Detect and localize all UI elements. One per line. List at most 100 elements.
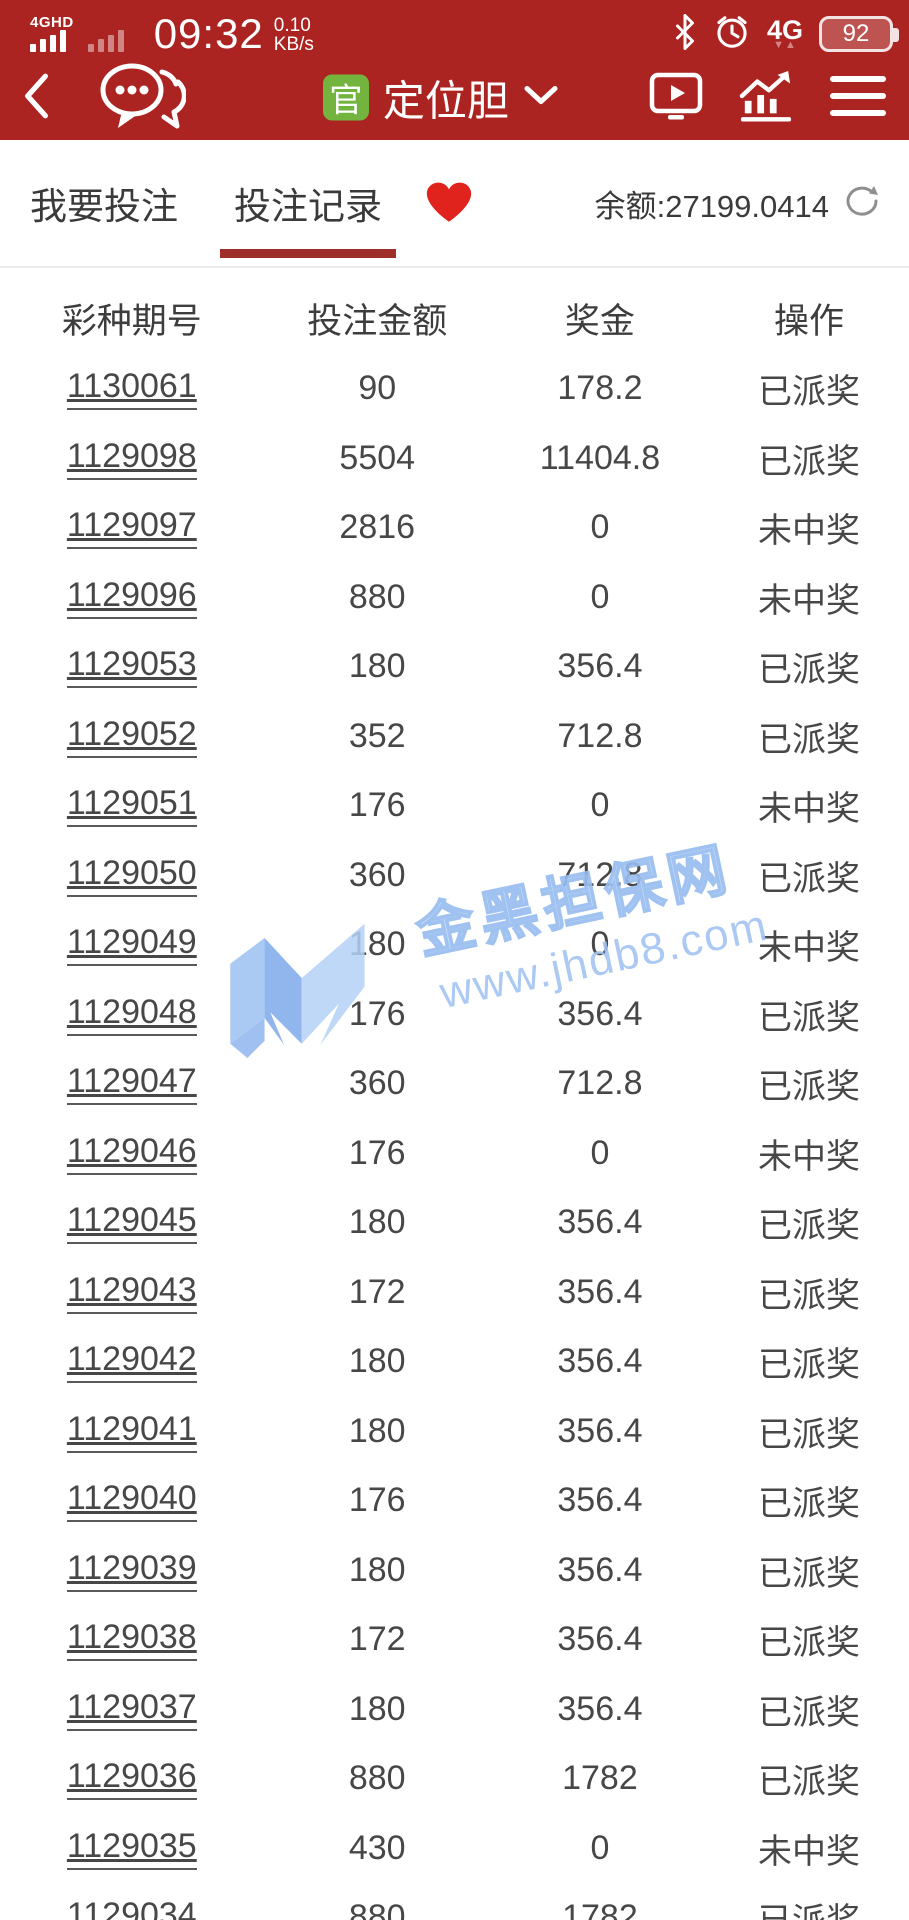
status-text: 已派奖	[758, 1693, 860, 1732]
issue-number-link[interactable]: 1129036	[66, 1759, 197, 1801]
chat-button[interactable]	[94, 58, 186, 134]
bet-amount: 430	[348, 1828, 406, 1867]
prize-amount: 178.2	[557, 369, 643, 408]
status-text: 已派奖	[758, 442, 860, 481]
prize-amount: 0	[590, 1133, 610, 1172]
page-title: 定位胆	[382, 77, 509, 125]
tab-indicator-active	[220, 249, 396, 258]
bet-amount: 880	[348, 1759, 406, 1798]
bet-amount: 880	[348, 577, 406, 616]
status-text: 已派奖	[758, 1415, 860, 1454]
favorite-heart-icon[interactable]	[426, 182, 472, 224]
prize-amount: 0	[590, 1828, 610, 1867]
menu-button[interactable]	[829, 74, 887, 118]
prize-amount: 712.8	[557, 716, 643, 755]
table-row: 1129036 880 1782 已派奖	[0, 1744, 909, 1814]
trend-chart-button[interactable]	[737, 70, 795, 122]
signal-bars-icon	[30, 30, 66, 52]
balance-text: 余额:27199.0414	[594, 188, 829, 224]
network-speed: 0.10 KB/s	[274, 16, 314, 54]
issue-number-link[interactable]: 1129046	[66, 1133, 197, 1175]
table-row: 1129049 180 0 未中奖	[0, 910, 909, 980]
table-row: 1129047 360 712.8 已派奖	[0, 1049, 909, 1119]
issue-number-link[interactable]: 1129039	[66, 1550, 197, 1592]
issue-number-link[interactable]: 1129097	[66, 508, 197, 550]
bet-amount: 180	[348, 1550, 406, 1589]
prize-amount: 0	[590, 508, 610, 547]
bet-amount: 180	[348, 1411, 406, 1450]
issue-number-link[interactable]: 1129042	[66, 1342, 197, 1384]
bet-amount: 5504	[339, 438, 416, 477]
status-text: 未中奖	[758, 790, 860, 829]
prize-amount: 356.4	[557, 1411, 643, 1450]
issue-number-link[interactable]: 1129045	[66, 1203, 197, 1245]
tab-bar: 我要投注 投注记录 余额:27199.0414	[0, 140, 909, 268]
lottery-title-dropdown[interactable]: 官 定位胆	[322, 67, 559, 128]
table-row: 1129042 180 356.4 已派奖	[0, 1327, 909, 1397]
issue-number-link[interactable]: 1129050	[66, 855, 197, 897]
bet-amount: 180	[348, 1342, 406, 1381]
issue-number-link[interactable]: 1129047	[66, 1064, 197, 1106]
bet-amount: 176	[348, 994, 406, 1033]
chevron-down-icon	[523, 84, 559, 111]
table-row: 1129038 172 356.4 已派奖	[0, 1605, 909, 1675]
table-row: 1130061 90 178.2 已派奖	[0, 354, 909, 424]
issue-number-link[interactable]: 1129051	[66, 786, 197, 828]
prize-amount: 712.8	[557, 1064, 643, 1103]
bet-amount: 360	[348, 855, 406, 894]
video-button[interactable]	[649, 71, 703, 121]
issue-number-link[interactable]: 1129049	[66, 925, 197, 967]
status-text: 未中奖	[758, 1832, 860, 1871]
status-text: 已派奖	[758, 651, 860, 690]
table-row: 1129051 176 0 未中奖	[0, 771, 909, 841]
status-text: 未中奖	[758, 1137, 860, 1176]
tab-place-bet[interactable]: 我要投注	[26, 142, 182, 264]
signal-bars-dim-icon	[87, 30, 124, 52]
network-speed-value: 0.10	[273, 15, 311, 36]
table-row: 1129052 352 712.8 已派奖	[0, 702, 909, 772]
issue-number-link[interactable]: 1129035	[66, 1828, 197, 1870]
issue-number-link[interactable]: 1129048	[66, 994, 197, 1036]
network-type-indicator: 4G ▼▲	[767, 17, 803, 51]
network-label: 4GHD	[30, 14, 74, 31]
table-row: 1129037 180 356.4 已派奖	[0, 1675, 909, 1745]
issue-number-link[interactable]: 1129043	[66, 1272, 197, 1314]
bet-amount: 90	[358, 369, 397, 408]
column-header-prize: 奖金	[564, 301, 635, 341]
bet-amount: 2816	[339, 508, 416, 547]
issue-number-link[interactable]: 1130061	[66, 369, 197, 411]
status-text: 已派奖	[758, 1554, 860, 1593]
bet-amount: 180	[348, 925, 406, 964]
issue-number-link[interactable]: 1129041	[66, 1411, 197, 1453]
issue-number-link[interactable]: 1129040	[66, 1481, 197, 1523]
issue-number-link[interactable]: 1129038	[66, 1620, 197, 1662]
issue-number-link[interactable]: 1129052	[66, 716, 197, 758]
nav-bar-actions	[649, 70, 887, 122]
tab-bet-records[interactable]: 投注记录	[220, 142, 396, 264]
battery-nub	[893, 28, 899, 42]
back-button[interactable]	[18, 70, 54, 122]
issue-number-link[interactable]: 1129053	[66, 647, 197, 689]
table-row: 1129034 880 1782 已派奖	[0, 1883, 909, 1920]
status-text: 已派奖	[758, 859, 860, 898]
issue-number-link[interactable]: 1129037	[66, 1689, 197, 1731]
refresh-balance-button[interactable]	[841, 182, 881, 225]
status-text: 已派奖	[758, 720, 860, 759]
status-text: 已派奖	[758, 1346, 860, 1385]
table-row: 1129097 2816 0 未中奖	[0, 493, 909, 563]
issue-number-link[interactable]: 1129096	[66, 577, 197, 619]
status-text: 未中奖	[758, 581, 860, 620]
table-row: 1129053 180 356.4 已派奖	[0, 632, 909, 702]
status-text: 已派奖	[758, 1068, 860, 1107]
status-text: 已派奖	[758, 998, 860, 1037]
prize-amount: 356.4	[557, 1481, 643, 1520]
status-bar: 4GHD 09:32 0.10 KB/s	[0, 0, 909, 62]
bet-amount: 176	[348, 1133, 406, 1172]
prize-amount: 0	[590, 577, 610, 616]
status-bar-right: 4G ▼▲ 92	[673, 13, 899, 56]
official-badge: 官	[322, 74, 369, 121]
table-row: 1129039 180 356.4 已派奖	[0, 1536, 909, 1606]
issue-number-link[interactable]: 1129098	[66, 438, 197, 480]
table-row: 1129096 880 0 未中奖	[0, 563, 909, 633]
issue-number-link[interactable]: 1129034	[67, 1898, 197, 1920]
